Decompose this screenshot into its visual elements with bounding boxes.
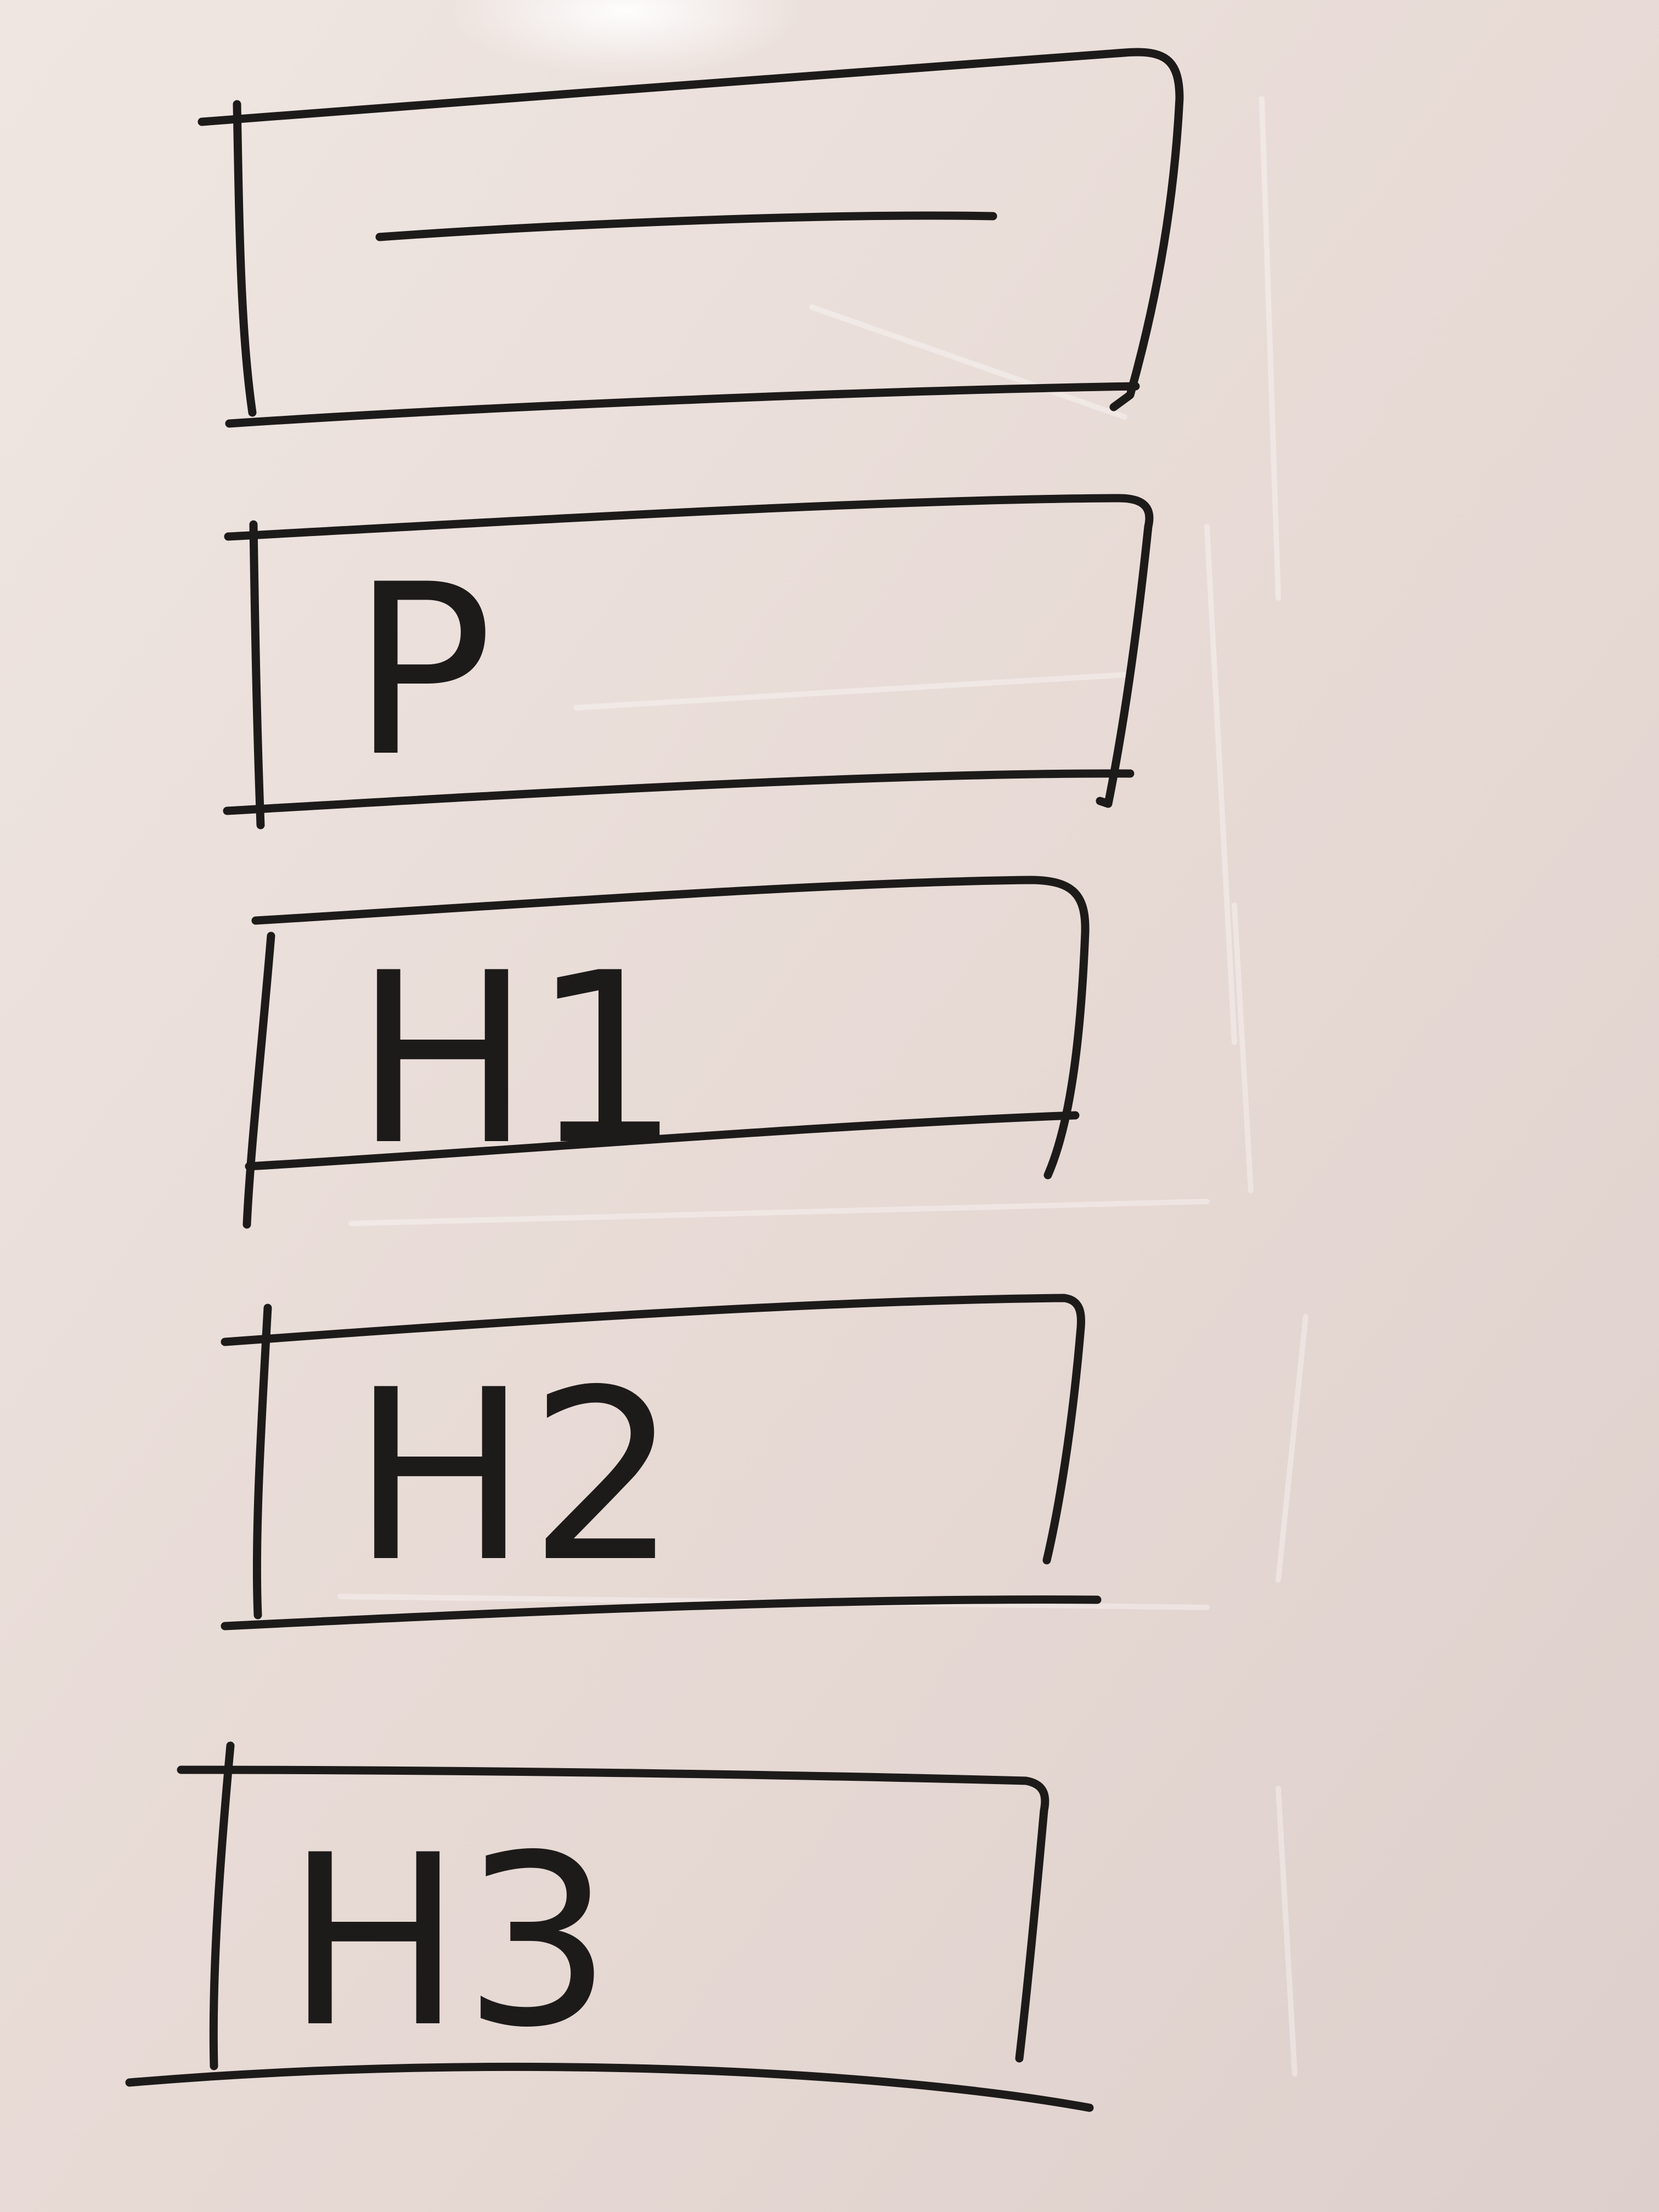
box-label-h1: H1 — [354, 923, 681, 1197]
text-line-stroke — [375, 211, 997, 241]
box-label-h2: H2 — [351, 1340, 679, 1614]
wireframe-box-p: P — [223, 494, 1154, 830]
box-label-p: P — [351, 534, 493, 809]
wireframe-box-h2: H2 — [221, 1294, 1102, 1630]
box-label-h3: H3 — [285, 1805, 613, 2079]
light-glare — [450, 0, 801, 77]
wireframe-box-h1: H1 — [242, 876, 1090, 1229]
wireframe-box-text-line — [198, 48, 1184, 428]
wireframe-box-h3: H3 — [125, 1741, 1094, 2112]
